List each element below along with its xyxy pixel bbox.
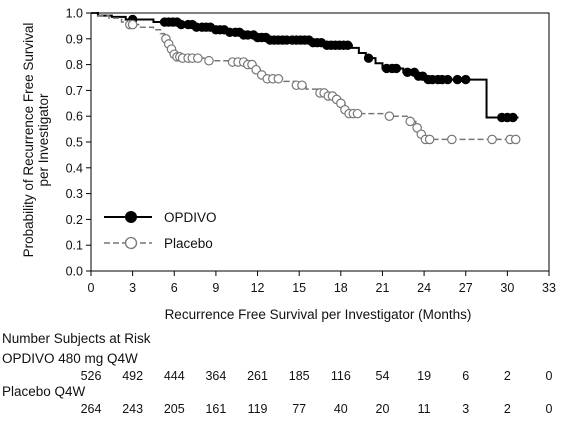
y-tick-label: 0.6 (66, 110, 83, 124)
at-risk-count: 205 (163, 402, 185, 416)
legend: OPDIVO Placebo (104, 210, 217, 251)
at-risk-count: 54 (375, 369, 390, 383)
at-risk-count: 2 (503, 402, 511, 416)
at-risk-count: 526 (80, 369, 102, 383)
censor-marker-placebo (510, 134, 521, 145)
x-tick-label: 30 (500, 281, 514, 295)
censor-marker-opdivo (391, 63, 402, 74)
at-risk-group-label-opdivo: OPDIVO 480 mg Q4W (2, 351, 138, 366)
x-axis-title: Recurrence Free Survival per Investigato… (165, 307, 472, 322)
censor-marker-placebo (204, 55, 214, 66)
legend-marker-opdivo (125, 211, 137, 223)
at-risk-count: 185 (288, 369, 310, 383)
censor-marker-placebo (487, 134, 497, 145)
y-axis-title: Probability of Recurrence Free Survival … (21, 23, 51, 258)
censor-marker-placebo (424, 134, 435, 145)
legend-label-placebo: Placebo (164, 236, 213, 251)
y-axis-title-line-2: per Investigator (36, 93, 51, 187)
censor-marker-placebo (447, 134, 457, 145)
at-risk-count: 40 (333, 402, 348, 416)
at-risk-count: 444 (163, 369, 185, 383)
censor-marker-placebo (352, 108, 363, 119)
x-tick-label: 24 (417, 281, 431, 295)
censor-marker-placebo (273, 73, 284, 84)
x-tick-label: 6 (171, 281, 178, 295)
legend-marker-placebo (124, 236, 138, 250)
censor-marker-placebo (405, 116, 416, 127)
y-tick-label: 0.7 (66, 84, 83, 98)
legend-item-opdivo: OPDIVO (104, 210, 217, 225)
censor-marker-placebo (297, 80, 307, 91)
x-tick-label: 12 (251, 281, 265, 295)
at-risk-count: 161 (205, 402, 227, 416)
series-layer (91, 12, 521, 145)
y-axis-title-line-1: Probability of Recurrence Free Survival (21, 23, 36, 258)
censor-marker-opdivo (442, 74, 453, 85)
censor-marker-opdivo (343, 40, 353, 50)
at-risk-count: 19 (417, 369, 432, 383)
y-tick-label: 0.1 (66, 239, 83, 253)
at-risk-count: 261 (247, 369, 268, 383)
x-tick-label: 15 (292, 281, 306, 295)
censor-marker-opdivo (508, 112, 518, 123)
at-risk-header: Number Subjects at Risk (2, 331, 151, 346)
at-risk-group-label-placebo: Placebo Q4W (2, 384, 86, 399)
at-risk-count: 11 (417, 402, 431, 416)
at-risk-count: 264 (80, 402, 102, 416)
at-risk-count: 243 (122, 402, 144, 416)
x-tick-label: 18 (334, 281, 348, 295)
y-tick-label: 0.2 (66, 213, 83, 227)
at-risk-count: 3 (462, 402, 470, 416)
at-risk-count: 492 (122, 369, 144, 383)
censor-marker-opdivo (461, 74, 471, 85)
y-tick-label: 0.0 (66, 265, 83, 279)
y-axis: 0.0 0.1 0.2 0.3 0.4 0.5 0.6 0.7 0.8 0.9 1.0 (66, 7, 91, 279)
censor-marker-placebo (127, 19, 138, 30)
x-tick-label: 33 (542, 281, 556, 295)
y-tick-label: 0.5 (66, 136, 83, 150)
at-risk-count: 0 (545, 369, 553, 383)
at-risk-count: 20 (375, 402, 390, 416)
y-tick-label: 1.0 (66, 7, 83, 21)
km-chart: Probability of Recurrence Free Survival … (21, 7, 556, 323)
censor-marker-placebo (384, 111, 395, 121)
at-risk-count: 364 (205, 369, 227, 383)
series-line-opdivo (91, 12, 519, 119)
x-tick-label: 0 (88, 281, 95, 295)
y-tick-label: 0.9 (66, 32, 83, 46)
at-risk-count: 0 (545, 402, 553, 416)
x-tick-label: 21 (376, 281, 390, 295)
at-risk-count: 2 (503, 369, 511, 383)
y-tick-label: 0.4 (66, 161, 83, 175)
x-axis: 0 3 6 9 12 15 18 21 24 27 30 33 (88, 271, 556, 295)
legend-label-opdivo: OPDIVO (164, 210, 217, 225)
y-tick-label: 0.3 (66, 187, 83, 201)
censor-marker-opdivo (363, 53, 374, 63)
x-tick-label: 3 (129, 281, 136, 295)
legend-item-placebo: Placebo (104, 236, 213, 251)
censor-marker-placebo (193, 53, 203, 63)
censor-marker-opdivo (452, 74, 463, 85)
at-risk-count: 116 (330, 369, 351, 383)
y-tick-label: 0.8 (66, 58, 83, 72)
x-tick-label: 9 (212, 281, 219, 295)
at-risk-count: 119 (247, 402, 268, 416)
at-risk-count: 77 (292, 402, 307, 416)
plot-frame (90, 12, 550, 272)
at-risk-count: 6 (462, 369, 470, 383)
x-tick-label: 27 (459, 281, 473, 295)
